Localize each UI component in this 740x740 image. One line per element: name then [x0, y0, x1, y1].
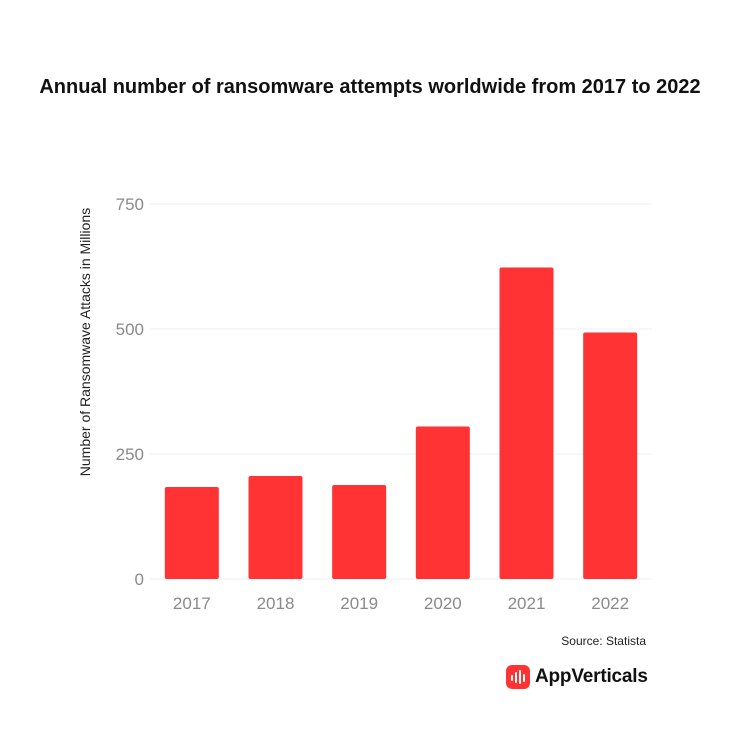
appverticals-logo-icon	[506, 665, 530, 689]
bar-2019	[332, 485, 387, 579]
source-note: Source: Statista	[561, 634, 646, 648]
y-tick-label: 500	[116, 320, 144, 339]
brand-name: AppVerticals	[535, 666, 648, 687]
y-tick-label: 750	[116, 195, 144, 214]
x-tick-labels: 2017 2018 2019 2020 2021 2022	[173, 594, 629, 613]
y-tick-labels: 0 250 500 750	[116, 195, 144, 589]
bars	[164, 267, 638, 579]
chart-title: Annual number of ransomware attempts wor…	[39, 76, 701, 98]
brand-logo: AppVerticals	[506, 664, 648, 690]
bar-2022	[583, 332, 638, 579]
x-tick-label: 2021	[508, 594, 546, 613]
bar-2020	[415, 426, 470, 579]
x-tick-label: 2019	[340, 594, 378, 613]
bar-2018	[248, 476, 303, 579]
y-tick-label: 0	[135, 570, 144, 589]
y-tick-label: 250	[116, 445, 144, 464]
bar-2017	[164, 487, 219, 579]
x-tick-label: 2017	[173, 594, 211, 613]
x-tick-label: 2022	[591, 594, 629, 613]
gridlines	[150, 203, 652, 580]
y-axis-title: Number of Ransomwave Attacks in Millions	[77, 208, 93, 476]
x-tick-label: 2020	[424, 594, 462, 613]
x-tick-label: 2018	[257, 594, 295, 613]
bar-2021	[499, 267, 554, 579]
